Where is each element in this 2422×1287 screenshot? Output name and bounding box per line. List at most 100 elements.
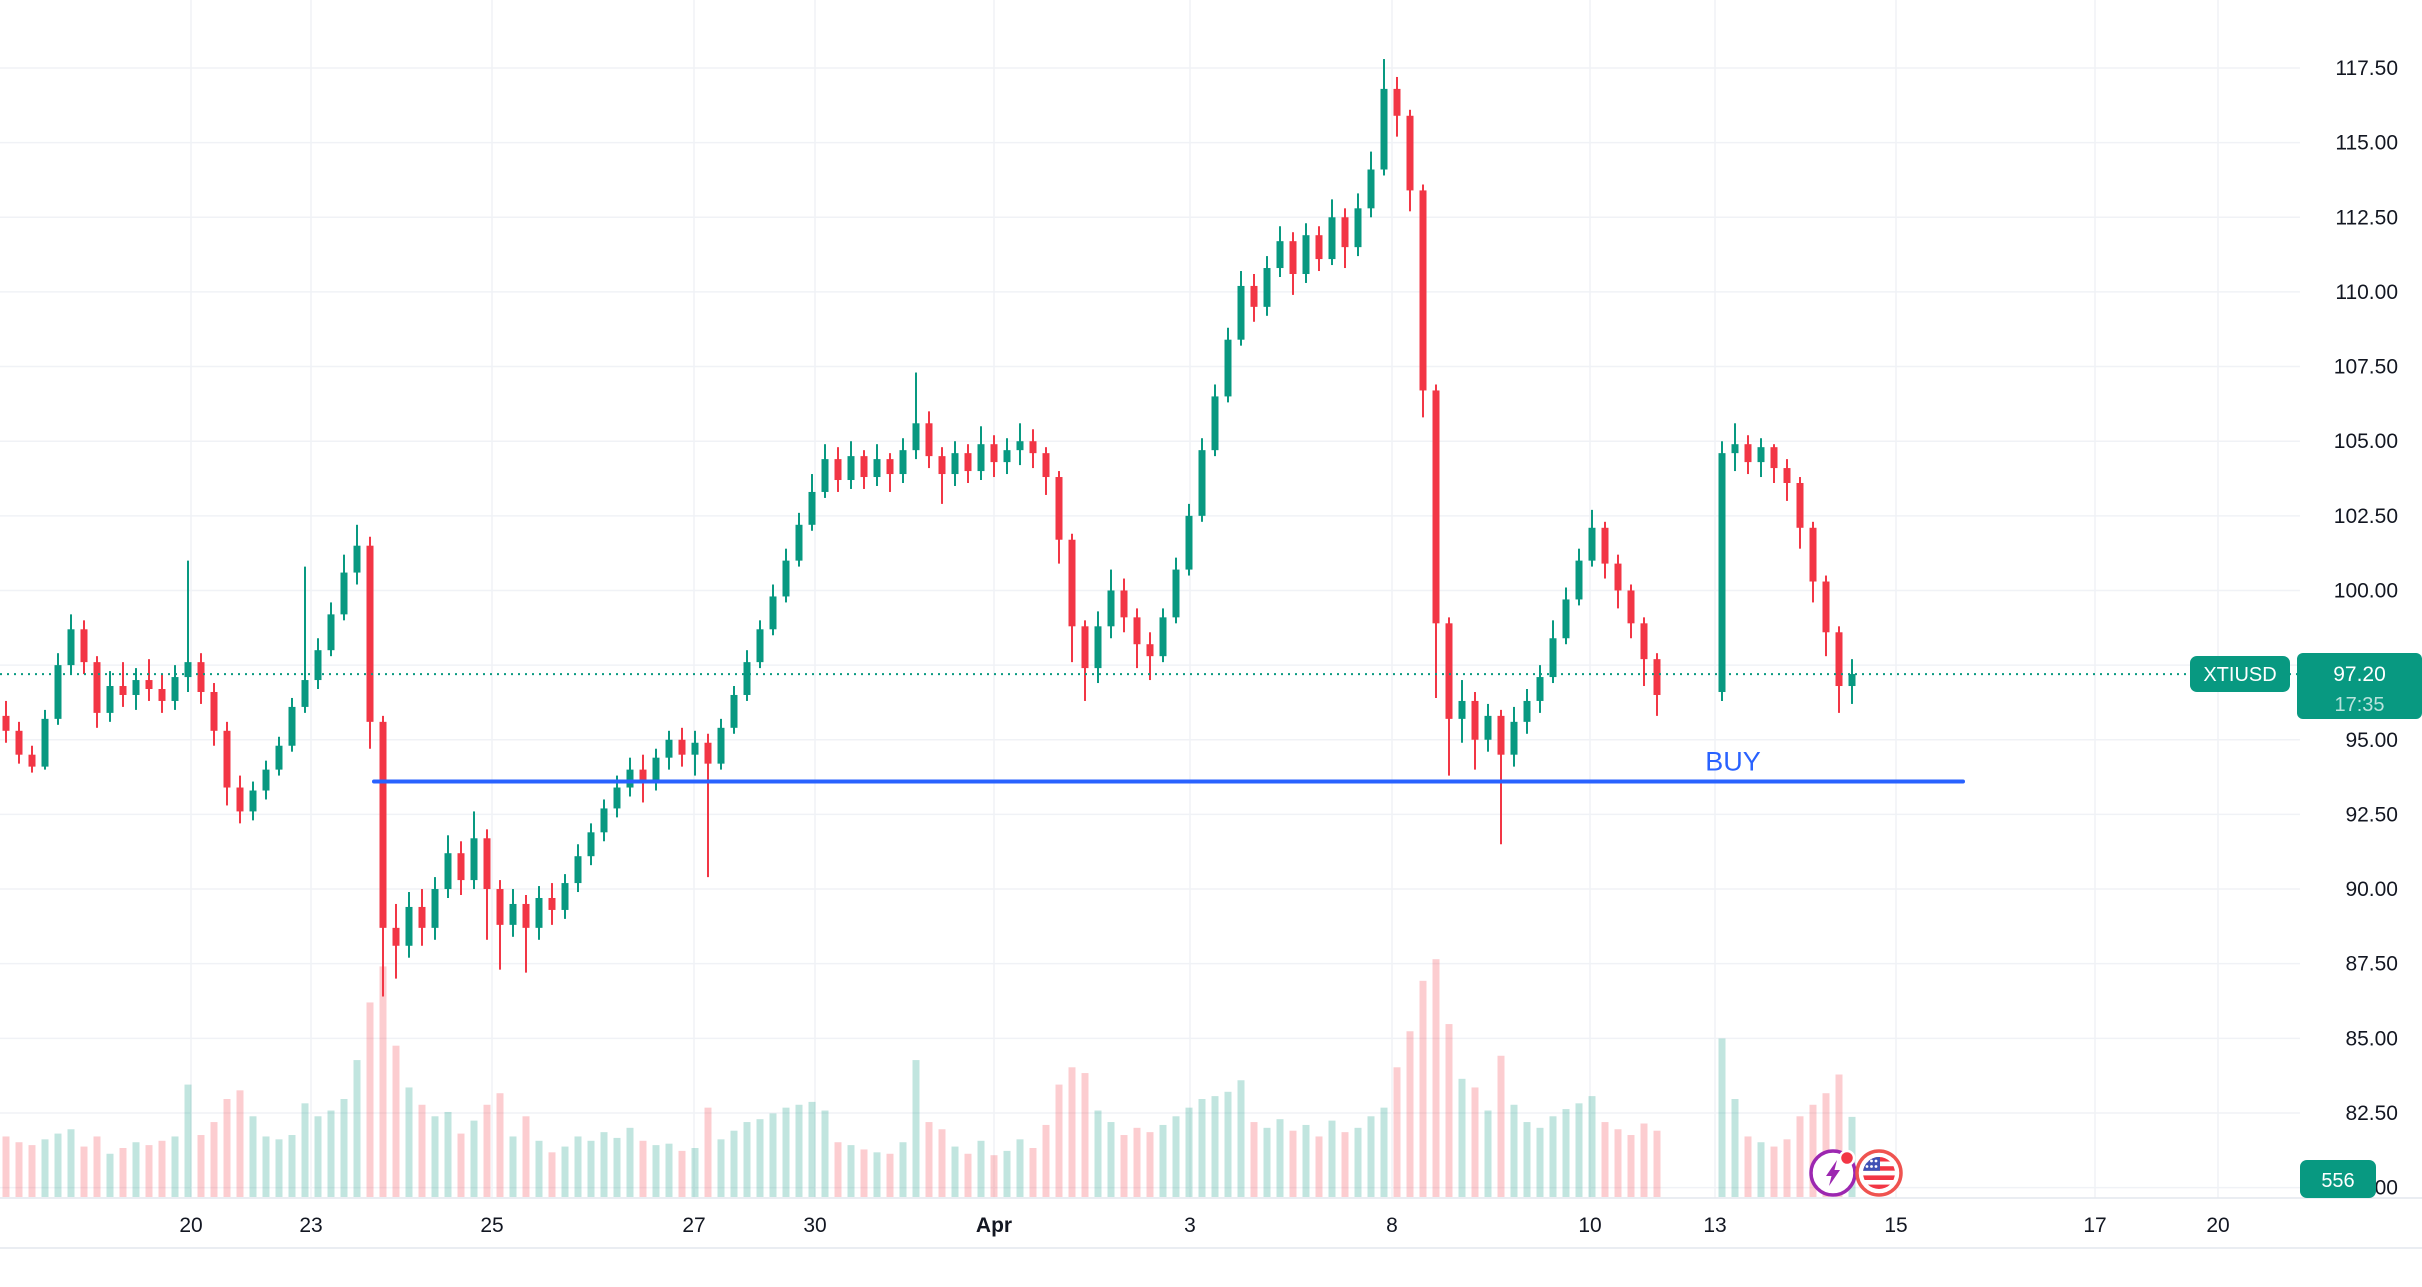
buy-line-label[interactable]: BUY xyxy=(1705,747,1761,777)
volume-bar xyxy=(730,1130,738,1197)
candle-body xyxy=(886,459,894,475)
volume-bar xyxy=(951,1146,959,1197)
volume-bar xyxy=(717,1139,725,1197)
candle xyxy=(223,721,231,806)
candle-body xyxy=(1055,477,1063,540)
candle xyxy=(1250,274,1258,322)
volume-bar xyxy=(977,1140,985,1197)
volume-bar xyxy=(340,1099,348,1197)
candle-body xyxy=(1744,444,1752,463)
candle xyxy=(522,895,530,973)
candle-body xyxy=(535,897,543,928)
candle xyxy=(1744,435,1752,475)
price-badge-price: 97.20 xyxy=(2333,663,2386,686)
candle-body xyxy=(1510,721,1518,755)
candle xyxy=(1380,59,1388,176)
candle xyxy=(1510,706,1518,767)
candle xyxy=(1588,509,1596,567)
volume-bar xyxy=(15,1142,23,1197)
volume-bar xyxy=(392,1045,400,1197)
candle xyxy=(678,727,686,767)
volume-bar xyxy=(327,1110,335,1197)
candle-body xyxy=(1068,539,1076,627)
candle-body xyxy=(1445,623,1453,719)
volume-bar xyxy=(431,1116,439,1197)
candle xyxy=(1016,423,1024,466)
candle-body xyxy=(145,680,153,690)
buy-line-drawing[interactable]: BUY xyxy=(372,747,1965,784)
candle xyxy=(1328,199,1336,266)
candle xyxy=(834,447,842,492)
candle-body xyxy=(1081,626,1089,669)
volume-bar xyxy=(860,1149,868,1197)
candle-body xyxy=(340,572,348,615)
volume-bar xyxy=(1354,1127,1362,1197)
economic-event-bolt-icon[interactable] xyxy=(1809,1149,1857,1197)
volume-bar xyxy=(1393,1067,1401,1197)
candle xyxy=(821,444,829,498)
candle xyxy=(1107,569,1115,639)
candle-body xyxy=(1757,447,1765,463)
candle-body xyxy=(119,686,127,695)
volume-bar xyxy=(1640,1123,1648,1197)
candle-body xyxy=(1653,659,1661,695)
candle-body xyxy=(626,769,634,788)
candle-body xyxy=(171,677,179,701)
candle-body xyxy=(1003,450,1011,463)
candle-body xyxy=(366,545,374,722)
candle-body xyxy=(80,629,88,663)
candle xyxy=(509,889,517,937)
candle xyxy=(483,829,491,940)
time-tick-label: 20 xyxy=(179,1214,202,1237)
volume-bar xyxy=(1432,959,1440,1197)
time-axis[interactable]: 20 23 25 27 30 Apr 3 8 10 13 15 17 20 xyxy=(179,1214,2229,1237)
candle-body xyxy=(873,459,881,478)
candle xyxy=(353,524,361,585)
candle-body xyxy=(392,927,400,946)
time-tick-label: 25 xyxy=(480,1214,503,1237)
candle xyxy=(314,638,322,690)
candle xyxy=(1796,477,1804,549)
candle xyxy=(210,683,218,746)
candle xyxy=(1653,653,1661,716)
symbol-pill xyxy=(2190,656,2290,692)
price-tick-label: 102.50 xyxy=(2334,505,2398,528)
volume-bar xyxy=(873,1152,881,1197)
candle-body xyxy=(41,718,49,767)
candle-body xyxy=(1809,527,1817,582)
candle-body xyxy=(210,691,218,731)
price-tick-label: 87.50 xyxy=(2345,953,2398,976)
candle xyxy=(15,721,23,764)
candle xyxy=(808,474,816,531)
candle xyxy=(756,620,764,669)
time-tick-label: 10 xyxy=(1578,1214,1601,1237)
volume-bar xyxy=(1445,1024,1453,1197)
time-tick-label: 17 xyxy=(2083,1214,2106,1237)
badges-layer: XTIUSD 97.20 17:35 556 xyxy=(2190,653,2422,1198)
candle-body xyxy=(548,897,556,910)
candle xyxy=(1614,554,1622,609)
price-tick-label: 105.00 xyxy=(2334,430,2398,453)
candle xyxy=(158,674,166,713)
volume-bar xyxy=(1107,1122,1115,1197)
volume-bar xyxy=(132,1142,140,1197)
volume-bar xyxy=(1367,1116,1375,1197)
candle xyxy=(1848,659,1856,704)
candle-body xyxy=(418,906,426,928)
flag-icon xyxy=(1863,1157,1895,1189)
price-axis[interactable] xyxy=(2300,0,2422,1198)
time-tick-label: 15 xyxy=(1884,1214,1907,1237)
candle xyxy=(1575,548,1583,606)
candle xyxy=(1523,689,1531,734)
candle xyxy=(795,512,803,567)
volume-bar xyxy=(1549,1116,1557,1197)
volume-bar xyxy=(1159,1124,1167,1197)
volume-bar xyxy=(1380,1107,1388,1197)
candle-body xyxy=(1328,217,1336,260)
candle xyxy=(782,548,790,603)
us-flag-event-icon[interactable] xyxy=(1855,1149,1903,1197)
candle xyxy=(665,730,673,770)
candle xyxy=(1159,608,1167,663)
